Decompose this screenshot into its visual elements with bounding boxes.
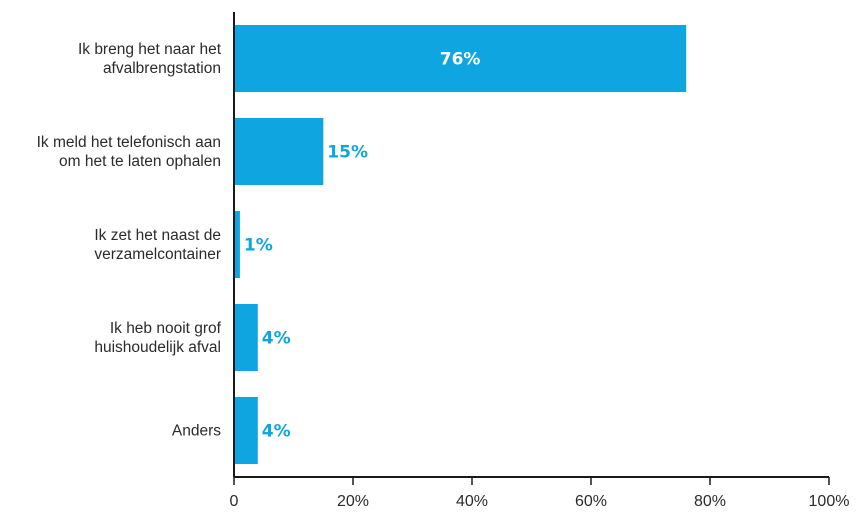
data-label-1: 76%	[440, 50, 481, 70]
bar-1	[234, 25, 687, 92]
category-label-2: Ik meld het telefonisch aan om het te lat…	[37, 134, 221, 170]
category-label-line: Ik meld het telefonisch aan	[37, 134, 221, 151]
data-label-5: 4%	[262, 422, 291, 442]
category-label-line: huishoudelijk afval	[94, 339, 221, 356]
bar-2	[234, 118, 324, 185]
category-label-line: afvalbrengstation	[103, 60, 221, 77]
category-label-5: Anders	[172, 423, 221, 440]
bar-5	[234, 397, 258, 464]
category-label-1: Ik breng het naar het afvalbrengstation	[78, 41, 222, 77]
category-label-line: verzamelcontainer	[94, 246, 221, 263]
bar-4	[234, 304, 258, 371]
bar-3	[234, 211, 240, 278]
category-label-line: om het te laten ophalen	[59, 153, 221, 170]
category-label-line: Ik breng het naar het	[78, 41, 222, 58]
x-tick-label-1: 0	[230, 493, 239, 510]
category-label-line: Ik zet het naast de	[94, 227, 221, 244]
x-tick-label-4: 60%	[575, 493, 607, 510]
data-label-4: 4%	[262, 329, 291, 349]
x-tick-label-5: 80%	[694, 493, 726, 510]
data-label-2: 15%	[327, 143, 368, 163]
x-tick-label-3: 40%	[456, 493, 488, 510]
x-tick-label-2: 20%	[337, 493, 369, 510]
category-label-line: Ik heb nooit grof	[110, 320, 222, 337]
x-tick-label-6: 100%	[809, 493, 850, 510]
category-label-3: Ik zet het naast de verzamelcontainer	[94, 227, 221, 263]
category-label-line: Anders	[172, 423, 221, 440]
category-label-4: Ik heb nooit grof huishoudelijk afval	[94, 320, 221, 356]
data-label-3: 1%	[244, 236, 273, 256]
